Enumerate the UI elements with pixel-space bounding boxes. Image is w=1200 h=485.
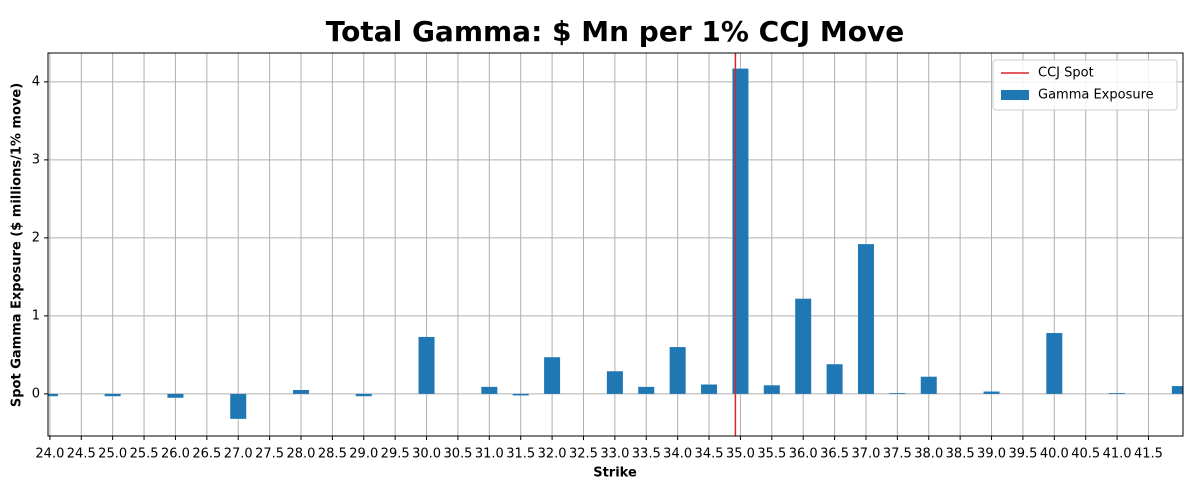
x-tick-label: 27.5 [255,447,284,462]
x-tick-label: 41.0 [1103,447,1132,462]
y-tick-label: 3 [32,152,40,167]
bar [669,347,686,394]
x-tick-label: 29.0 [349,447,378,462]
bar [701,384,718,394]
bar [1171,386,1183,394]
legend-swatch [1001,90,1029,100]
x-tick-label: 34.0 [663,447,692,462]
legend-label: Gamma Exposure [1038,88,1154,103]
bar [732,68,749,394]
x-tick-label: 27.0 [224,447,253,462]
y-axis-label: Spot Gamma Exposure ($ millions/1% move) [10,83,25,407]
bar [920,376,937,394]
x-tick-label: 34.5 [695,447,724,462]
bar [1046,333,1063,394]
x-tick-label: 31.0 [475,447,504,462]
x-tick-label: 33.0 [600,447,629,462]
y-tick-label: 0 [32,386,40,401]
bar [292,389,309,394]
bar [826,364,843,394]
x-tick-label: 24.5 [67,447,96,462]
bar [638,386,655,394]
x-tick-label: 36.5 [820,447,849,462]
bar [544,357,561,394]
x-tick-label: 41.5 [1134,447,1163,462]
bar [606,371,623,394]
x-tick-label: 37.5 [883,447,912,462]
x-tick-label: 29.5 [381,447,410,462]
y-tick-label: 1 [32,308,40,323]
bar [857,244,874,394]
x-tick-label: 36.0 [789,447,818,462]
x-tick-label: 32.5 [569,447,598,462]
x-tick-label: 28.5 [318,447,347,462]
bar [104,393,121,397]
x-tick-label: 38.5 [946,447,975,462]
x-tick-label: 26.0 [161,447,190,462]
plot-area [48,68,1183,419]
x-tick-label: 30.5 [443,447,472,462]
x-tick-label: 26.5 [192,447,221,462]
x-axis-label: Strike [593,466,637,481]
x-tick-label: 25.5 [130,447,159,462]
x-tick-label: 40.0 [1040,447,1069,462]
chart-title: Total Gamma: $ Mn per 1% CCJ Move [326,15,905,48]
y-tick-label: 4 [32,74,40,89]
bar [418,336,435,394]
bar [1109,393,1126,394]
x-tick-label: 31.5 [506,447,535,462]
x-tick-label: 32.0 [538,447,567,462]
x-tick-label: 30.0 [412,447,441,462]
bar [763,385,780,394]
bar [167,393,184,398]
bar [355,393,372,397]
legend-box [992,59,1178,111]
x-tick-label: 28.0 [287,447,316,462]
y-tick-label: 2 [32,230,40,245]
x-tick-label: 35.5 [757,447,786,462]
x-tick-label: 35.0 [726,447,755,462]
x-tick-label: 39.5 [1008,447,1037,462]
bar [481,386,498,394]
x-tick-label: 37.0 [852,447,881,462]
legend-label: CCJ Spot [1038,66,1094,81]
bar [48,393,58,397]
bar [983,391,1000,394]
x-tick-label: 24.0 [35,447,64,462]
x-tick-label: 33.5 [632,447,661,462]
x-tick-label: 25.0 [98,447,127,462]
plot-frame [47,52,1184,437]
bar [230,393,247,419]
x-tick-label: 40.5 [1071,447,1100,462]
x-tick-label: 39.0 [977,447,1006,462]
x-tick-label: 38.0 [914,447,943,462]
bar [889,393,906,394]
bar [512,393,529,396]
bar [795,298,812,394]
